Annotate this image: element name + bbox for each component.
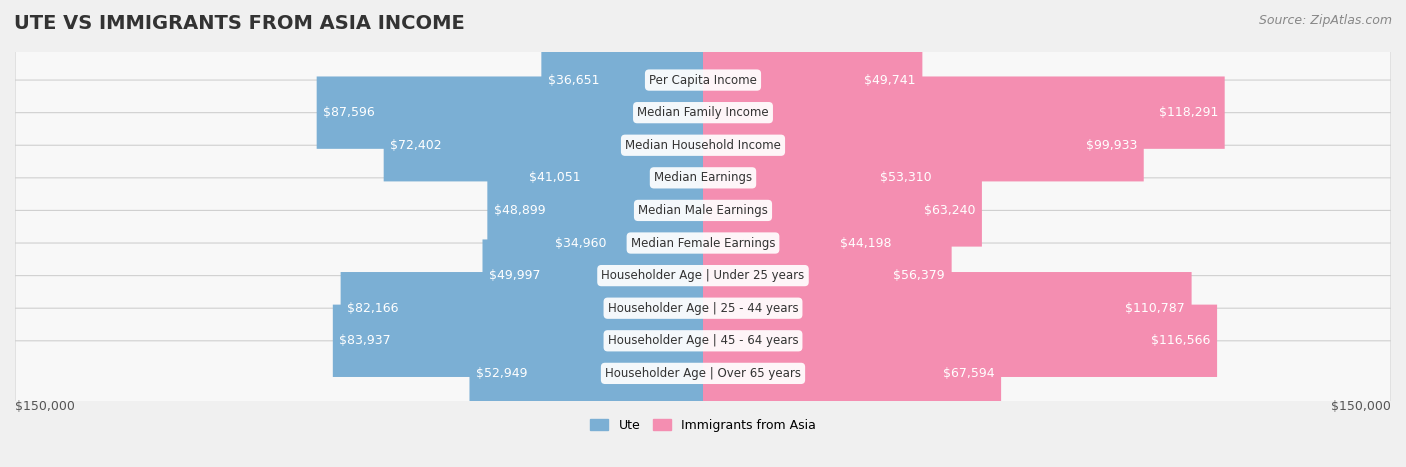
FancyBboxPatch shape [15, 48, 1391, 113]
Text: Householder Age | 45 - 64 years: Householder Age | 45 - 64 years [607, 334, 799, 347]
FancyBboxPatch shape [488, 174, 703, 247]
Text: $67,594: $67,594 [943, 367, 994, 380]
FancyBboxPatch shape [548, 207, 703, 279]
Text: Householder Age | Under 25 years: Householder Age | Under 25 years [602, 269, 804, 282]
Text: $49,997: $49,997 [489, 269, 541, 282]
Text: $48,899: $48,899 [494, 204, 546, 217]
Text: $53,310: $53,310 [880, 171, 932, 184]
FancyBboxPatch shape [15, 243, 1391, 308]
Text: $63,240: $63,240 [924, 204, 976, 217]
FancyBboxPatch shape [333, 304, 703, 377]
Text: $41,051: $41,051 [529, 171, 581, 184]
Text: Median Earnings: Median Earnings [654, 171, 752, 184]
Text: Per Capita Income: Per Capita Income [650, 74, 756, 86]
Text: $56,379: $56,379 [893, 269, 945, 282]
FancyBboxPatch shape [703, 174, 981, 247]
FancyBboxPatch shape [15, 145, 1391, 211]
Text: $99,933: $99,933 [1085, 139, 1137, 152]
FancyBboxPatch shape [482, 240, 703, 312]
Text: $82,166: $82,166 [347, 302, 399, 315]
Text: Median Female Earnings: Median Female Earnings [631, 236, 775, 249]
Text: Median Family Income: Median Family Income [637, 106, 769, 119]
FancyBboxPatch shape [703, 304, 1218, 377]
FancyBboxPatch shape [470, 337, 703, 410]
FancyBboxPatch shape [541, 44, 703, 116]
FancyBboxPatch shape [15, 276, 1391, 341]
FancyBboxPatch shape [703, 109, 1143, 181]
Text: $83,937: $83,937 [339, 334, 391, 347]
FancyBboxPatch shape [703, 272, 1192, 344]
Text: $44,198: $44,198 [839, 236, 891, 249]
FancyBboxPatch shape [340, 272, 703, 344]
Text: $34,960: $34,960 [555, 236, 607, 249]
Text: Source: ZipAtlas.com: Source: ZipAtlas.com [1258, 14, 1392, 27]
Text: $118,291: $118,291 [1159, 106, 1218, 119]
Text: Median Male Earnings: Median Male Earnings [638, 204, 768, 217]
Legend: Ute, Immigrants from Asia: Ute, Immigrants from Asia [585, 414, 821, 437]
FancyBboxPatch shape [703, 77, 1225, 149]
FancyBboxPatch shape [703, 240, 952, 312]
Text: $116,566: $116,566 [1152, 334, 1211, 347]
FancyBboxPatch shape [15, 308, 1391, 374]
Text: UTE VS IMMIGRANTS FROM ASIA INCOME: UTE VS IMMIGRANTS FROM ASIA INCOME [14, 14, 465, 33]
Text: Householder Age | 25 - 44 years: Householder Age | 25 - 44 years [607, 302, 799, 315]
Text: $49,741: $49,741 [865, 74, 915, 86]
Text: $52,949: $52,949 [477, 367, 527, 380]
Text: $150,000: $150,000 [1331, 400, 1391, 413]
FancyBboxPatch shape [384, 109, 703, 181]
Text: Median Household Income: Median Household Income [626, 139, 780, 152]
FancyBboxPatch shape [316, 77, 703, 149]
Text: $72,402: $72,402 [391, 139, 441, 152]
Text: $110,787: $110,787 [1125, 302, 1185, 315]
FancyBboxPatch shape [15, 80, 1391, 145]
FancyBboxPatch shape [15, 341, 1391, 406]
Text: Householder Age | Over 65 years: Householder Age | Over 65 years [605, 367, 801, 380]
Text: $36,651: $36,651 [548, 74, 599, 86]
FancyBboxPatch shape [703, 207, 898, 279]
Text: $87,596: $87,596 [323, 106, 375, 119]
FancyBboxPatch shape [522, 142, 703, 214]
FancyBboxPatch shape [703, 142, 938, 214]
FancyBboxPatch shape [703, 44, 922, 116]
FancyBboxPatch shape [15, 178, 1391, 243]
Text: $150,000: $150,000 [15, 400, 75, 413]
FancyBboxPatch shape [15, 113, 1391, 178]
FancyBboxPatch shape [15, 211, 1391, 276]
FancyBboxPatch shape [703, 337, 1001, 410]
